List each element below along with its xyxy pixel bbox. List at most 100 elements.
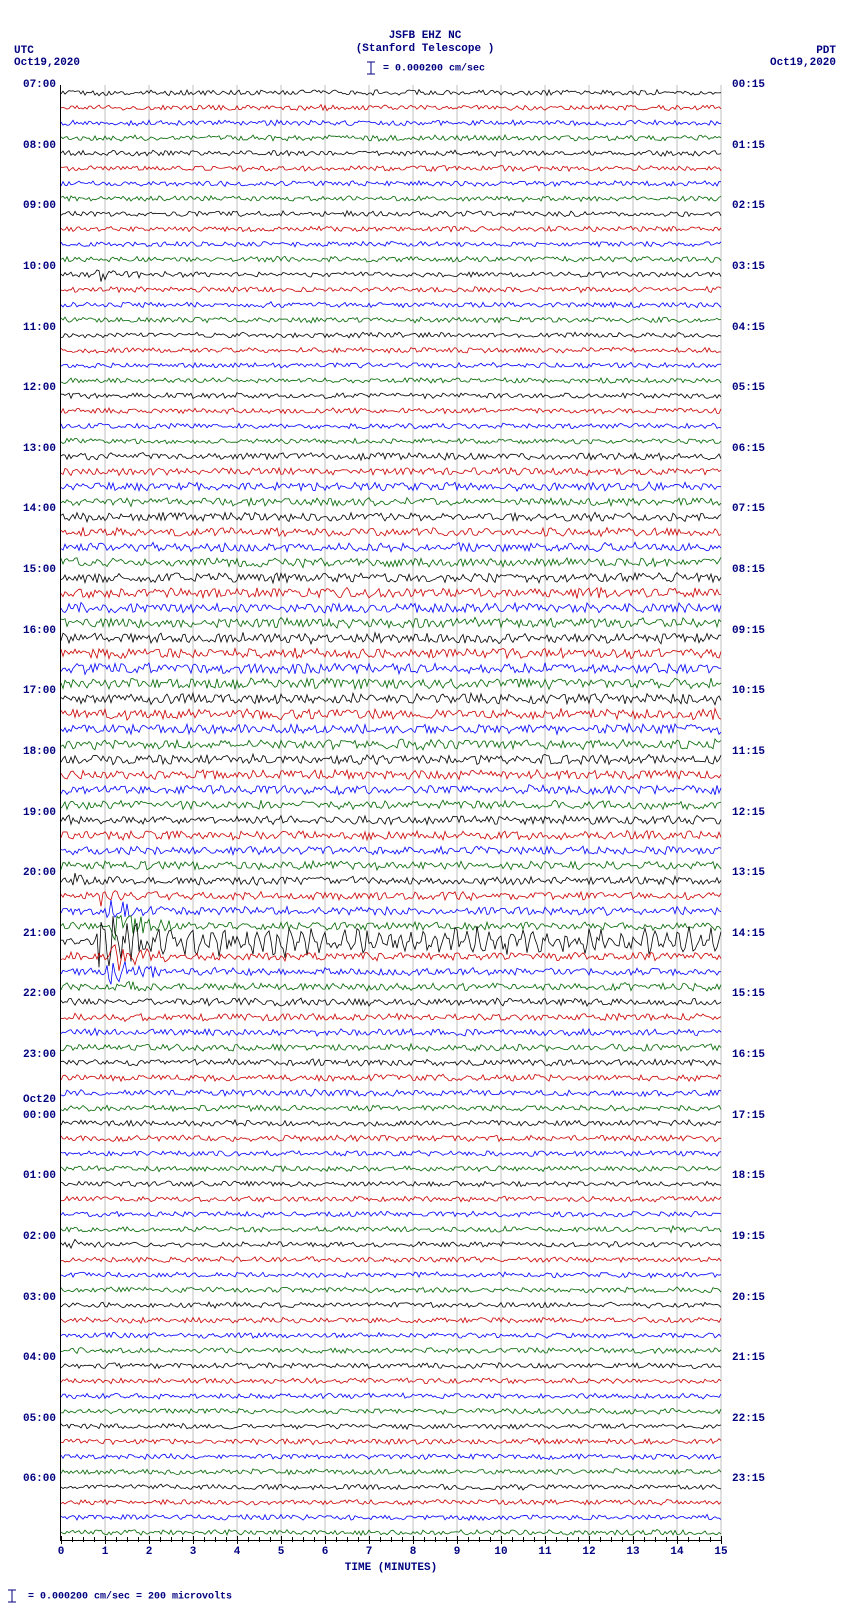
seismic-trace [61, 1059, 721, 1066]
pdt-time-label: 15:15 [732, 988, 765, 1000]
date-change-label: Oct20 [23, 1094, 56, 1106]
utc-time-label: 10:00 [23, 261, 56, 273]
seismic-trace [61, 1120, 721, 1126]
pdt-time-label: 08:15 [732, 564, 765, 576]
seismic-trace [61, 831, 721, 841]
seismic-trace [61, 1484, 721, 1490]
pdt-time-label: 02:15 [732, 200, 765, 212]
utc-time-label: 19:00 [23, 807, 56, 819]
seismic-trace [61, 754, 721, 765]
x-tick-label: 8 [410, 1546, 417, 1558]
helicorder-plot: 0123456789101112131415 TIME (MINUTES) [60, 85, 721, 1541]
pdt-time-label: 23:15 [732, 1473, 765, 1485]
utc-time-label: 22:00 [23, 988, 56, 1000]
seismic-trace [61, 1196, 721, 1202]
seismic-trace [61, 453, 721, 461]
seismic-trace [61, 648, 721, 659]
left-time-axis: 07:0008:0009:0010:0011:0012:0013:0014:00… [0, 85, 58, 1540]
header: JSFB EHZ NC (Stanford Telescope ) = 0.00… [0, 30, 850, 76]
seismic-trace [61, 632, 721, 644]
seismic-trace [61, 166, 721, 172]
seismic-trace [61, 408, 721, 414]
seismic-trace [61, 1454, 721, 1460]
pdt-time-label: 18:15 [732, 1170, 765, 1182]
x-tick-label: 2 [146, 1546, 153, 1558]
helicorder-container: UTC Oct19,2020 JSFB EHZ NC (Stanford Tel… [0, 0, 850, 1613]
x-tick-label: 9 [454, 1546, 461, 1558]
utc-time-label: 13:00 [23, 443, 56, 455]
x-axis: 0123456789101112131415 [61, 1540, 721, 1558]
utc-time-label: 05:00 [23, 1413, 56, 1425]
pdt-time-label: 22:15 [732, 1413, 765, 1425]
x-tick-label: 11 [538, 1546, 551, 1558]
pdt-time-label: 19:15 [732, 1231, 765, 1243]
seismic-trace [61, 1530, 721, 1536]
seismic-trace [61, 438, 721, 444]
utc-time-label: 00:00 [23, 1110, 56, 1122]
utc-time-label: 09:00 [23, 200, 56, 212]
utc-time-label: 11:00 [23, 322, 56, 334]
utc-time-label: 14:00 [23, 503, 56, 515]
seismic-trace [61, 739, 721, 750]
utc-time-label: 06:00 [23, 1473, 56, 1485]
seismic-trace [61, 1151, 721, 1157]
utc-time-label: 03:00 [23, 1292, 56, 1304]
x-tick-label: 4 [234, 1546, 241, 1558]
station-location: (Stanford Telescope ) [0, 43, 850, 56]
pdt-time-label: 07:15 [732, 503, 765, 515]
seismic-trace [61, 1469, 721, 1475]
seismic-trace [61, 211, 721, 217]
pdt-time-label: 01:15 [732, 140, 765, 152]
seismic-trace [61, 800, 721, 809]
seismic-trace [61, 378, 721, 384]
utc-time-label: 02:00 [23, 1231, 56, 1243]
pdt-time-label: 09:15 [732, 625, 765, 637]
x-tick-label: 7 [366, 1546, 373, 1558]
top-right-label: PDT Oct19,2020 [770, 45, 836, 69]
seismic-trace [61, 1287, 721, 1293]
x-tick-label: 14 [670, 1546, 683, 1558]
seismic-trace [61, 557, 721, 567]
utc-time-label: 04:00 [23, 1352, 56, 1364]
seismic-trace [61, 1226, 721, 1233]
seismic-trace [61, 1013, 721, 1021]
right-time-axis: 00:1501:1502:1503:1504:1505:1506:1507:15… [730, 85, 850, 1540]
pdt-time-label: 10:15 [732, 685, 765, 697]
pdt-time-label: 12:15 [732, 807, 765, 819]
pdt-time-label: 13:15 [732, 867, 765, 879]
seismic-trace [61, 724, 721, 735]
seismic-trace [61, 573, 721, 583]
seismic-trace [61, 120, 721, 126]
seismic-trace [61, 362, 721, 368]
seismic-trace [61, 1074, 721, 1081]
seismic-trace [61, 982, 721, 991]
x-tick-label: 6 [322, 1546, 329, 1558]
x-tick-label: 3 [190, 1546, 197, 1558]
utc-time-label: 07:00 [23, 79, 56, 91]
seismic-trace [61, 1348, 721, 1354]
seismic-trace [61, 1135, 721, 1141]
seismic-trace [61, 1257, 721, 1263]
x-tick-label: 5 [278, 1546, 285, 1558]
station-id: JSFB EHZ NC [0, 30, 850, 43]
seismic-trace [61, 770, 721, 780]
seismic-trace [61, 332, 721, 338]
utc-time-label: 17:00 [23, 685, 56, 697]
seismic-trace [61, 998, 721, 1006]
pdt-time-label: 17:15 [732, 1110, 765, 1122]
utc-time-label: 16:00 [23, 625, 56, 637]
seismic-trace [61, 1363, 721, 1369]
traces-svg [61, 85, 721, 1540]
seismic-trace [61, 1514, 721, 1520]
seismic-trace [61, 542, 721, 552]
seismic-trace [61, 1089, 721, 1096]
utc-time-label: 20:00 [23, 867, 56, 879]
scale-indicator: = 0.000200 cm/sec [365, 60, 485, 76]
x-tick-label: 12 [582, 1546, 595, 1558]
footer: = 0.000200 cm/sec = 200 microvolts [4, 1589, 232, 1603]
seismic-trace [61, 317, 721, 323]
seismic-trace [61, 1438, 721, 1444]
seismic-trace [61, 287, 721, 293]
seismic-trace [61, 1166, 721, 1172]
utc-time-label: 23:00 [23, 1049, 56, 1061]
